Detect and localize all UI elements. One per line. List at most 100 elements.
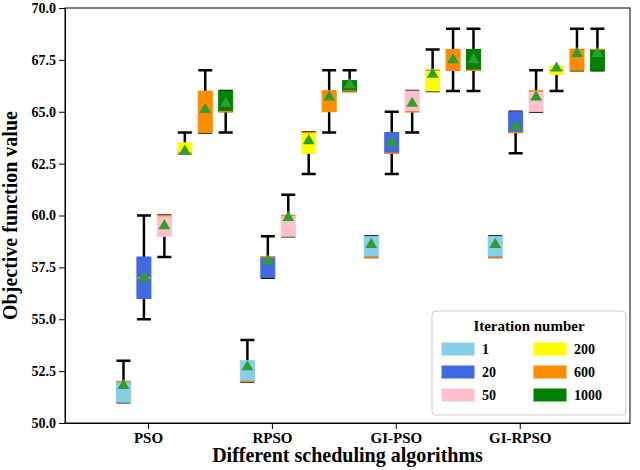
x-tick: GI-RPSO	[489, 423, 552, 446]
box	[261, 236, 275, 278]
y-tick: 70.0	[32, 1, 66, 16]
y-tick-mark	[59, 216, 65, 217]
mean-marker	[592, 47, 604, 57]
mean-marker	[468, 53, 480, 63]
legend-label: 1000	[574, 388, 602, 403]
y-tick: 60.0	[32, 208, 66, 223]
mean-marker	[179, 144, 191, 154]
box-body	[467, 50, 481, 71]
x-tick-mark	[148, 423, 149, 429]
lower-whisker	[328, 112, 331, 133]
lower-cap	[157, 256, 171, 259]
lower-whisker	[390, 153, 393, 174]
box	[550, 61, 564, 91]
lower-cap	[137, 318, 151, 321]
y-tick: 52.5	[32, 364, 66, 379]
lower-whisker	[411, 112, 414, 133]
box	[385, 112, 399, 174]
lower-cap	[446, 90, 460, 93]
box-body	[509, 112, 523, 133]
box	[509, 112, 523, 154]
median-line	[488, 256, 502, 258]
legend-swatch	[534, 389, 566, 401]
median-line	[302, 132, 316, 134]
legend-swatch	[534, 366, 566, 378]
upper-cap	[178, 131, 192, 134]
upper-whisker	[143, 216, 146, 258]
lower-cap	[405, 131, 419, 134]
box-body	[137, 257, 151, 299]
y-tick-mark	[59, 371, 65, 372]
mean-marker	[427, 68, 439, 78]
mean-marker	[447, 53, 459, 63]
box	[467, 29, 481, 91]
box	[157, 216, 171, 258]
box	[219, 91, 233, 133]
box	[137, 216, 151, 320]
median-line	[240, 381, 254, 383]
legend-label: 1	[482, 342, 489, 357]
upper-cap	[137, 214, 151, 217]
x-tick-mark	[272, 423, 273, 429]
box-body	[219, 91, 233, 112]
lower-cap	[467, 90, 481, 93]
box	[281, 195, 295, 237]
median-line	[343, 90, 357, 92]
y-tick-label: 62.5	[32, 157, 57, 172]
legend-swatch	[442, 389, 474, 401]
median-line	[467, 70, 481, 72]
lower-whisker	[163, 236, 166, 257]
x-axis-title: Different scheduling algorithms	[212, 444, 483, 467]
box-series	[157, 70, 543, 257]
box-body	[488, 236, 502, 257]
y-tick-label: 67.5	[32, 53, 57, 68]
upper-cap	[240, 339, 254, 342]
lower-cap	[322, 131, 336, 134]
mean-marker	[406, 97, 418, 107]
y-tick-mark	[59, 8, 65, 9]
box	[302, 133, 316, 175]
chart: 50.052.555.057.560.062.565.067.570.0PSOR…	[0, 0, 640, 470]
lower-cap	[550, 90, 564, 93]
upper-cap	[426, 48, 440, 51]
mean-marker	[138, 271, 150, 281]
y-tick-label: 70.0	[32, 1, 57, 16]
lower-whisker	[224, 112, 227, 133]
box-body	[529, 91, 543, 112]
legend-label: 600	[574, 365, 595, 380]
mean-marker	[551, 61, 563, 71]
upper-cap	[281, 194, 295, 197]
x-tick: GI-PSO	[370, 423, 422, 446]
y-axis: 50.052.555.057.560.062.565.067.570.0	[32, 1, 66, 431]
upper-cap	[116, 360, 130, 363]
mean-marker	[365, 238, 377, 248]
legend-label: 200	[574, 342, 595, 357]
y-axis-line	[65, 9, 66, 424]
box	[116, 361, 130, 403]
upper-whisker	[204, 70, 207, 91]
y-tick: 65.0	[32, 105, 66, 120]
mean-marker	[220, 97, 232, 107]
box-body	[157, 216, 171, 237]
upper-cap	[385, 111, 399, 114]
y-tick-label: 50.0	[32, 416, 57, 431]
box-series	[137, 112, 523, 320]
box	[426, 50, 440, 92]
upper-cap	[261, 235, 275, 238]
legend-label: 50	[482, 388, 496, 403]
upper-whisker	[596, 29, 599, 50]
mean-marker	[199, 103, 211, 113]
x-tick-label: PSO	[134, 430, 163, 446]
y-tick-mark	[59, 267, 65, 268]
median-line	[157, 215, 171, 217]
box-body	[446, 50, 460, 71]
box-body	[240, 361, 254, 382]
box-body	[385, 133, 399, 154]
y-tick-mark	[59, 319, 65, 320]
upper-cap	[467, 28, 481, 31]
y-tick: 67.5	[32, 53, 66, 68]
upper-whisker	[431, 50, 434, 71]
lower-whisker	[555, 74, 558, 91]
upper-whisker	[576, 29, 579, 50]
upper-cap	[343, 69, 357, 72]
